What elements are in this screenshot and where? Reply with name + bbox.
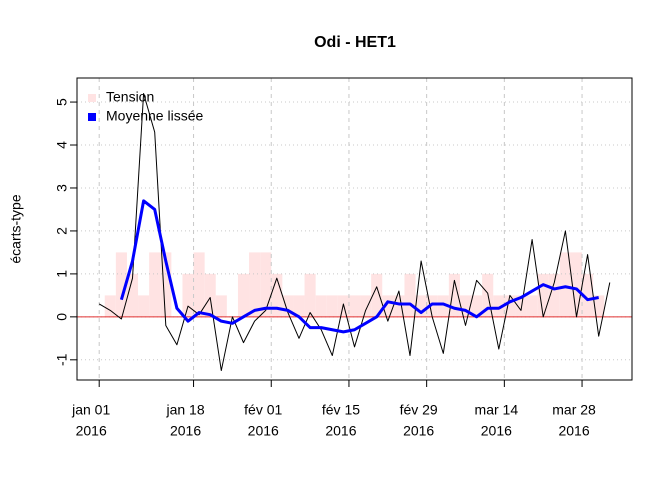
x-tick-label: 2016	[558, 423, 589, 439]
y-axis-label: écarts-type	[8, 194, 24, 263]
x-tick-label: jan 18	[165, 402, 204, 418]
legend-swatch	[88, 113, 96, 121]
bar	[593, 295, 605, 317]
line	[119, 199, 599, 334]
bar	[415, 295, 427, 317]
bar	[582, 273, 594, 317]
bar	[182, 273, 194, 317]
bar	[515, 295, 527, 317]
bar	[393, 295, 405, 317]
bar	[548, 273, 560, 317]
bar	[570, 252, 583, 317]
legend-label: Moyenne lissée	[106, 108, 203, 124]
bar	[315, 295, 327, 317]
x-tick-label: mar 14	[475, 402, 519, 418]
plot-frame	[76, 77, 633, 381]
x-tick-label: 2016	[76, 423, 107, 439]
bar	[493, 295, 505, 317]
bar	[282, 295, 294, 317]
bar	[526, 295, 538, 317]
bar	[293, 295, 305, 317]
y-tick-label: 5	[54, 98, 70, 106]
bar	[326, 295, 338, 317]
bar	[104, 295, 116, 317]
x-tick-label: mar 28	[552, 402, 596, 418]
bar	[559, 252, 571, 317]
x-tick-label: fév 15	[322, 402, 360, 418]
y-tick-label: 4	[54, 141, 70, 149]
x-tick-label: 2016	[170, 423, 201, 439]
x-tick-label: fév 01	[244, 402, 282, 418]
y-tick-label: 3	[54, 184, 70, 192]
bar	[237, 273, 250, 317]
bar	[271, 273, 283, 317]
bar	[160, 252, 172, 317]
bar	[193, 252, 205, 317]
bar	[537, 273, 549, 317]
bar	[437, 295, 449, 317]
bar	[448, 273, 460, 317]
x-tick-label: 2016	[248, 423, 279, 439]
bar	[404, 273, 416, 317]
x-tick-label: 2016	[403, 423, 434, 439]
bar	[371, 273, 383, 317]
x-tick-label: jan 01	[71, 402, 110, 418]
bar	[382, 295, 394, 317]
x-tick-label: 2016	[325, 423, 356, 439]
x-tick-label: fév 29	[400, 402, 438, 418]
x-tick-label: 2016	[481, 423, 512, 439]
y-tick-label: 1	[54, 270, 70, 278]
bar	[126, 273, 139, 317]
bar	[115, 252, 127, 317]
bar	[471, 295, 483, 317]
bar	[149, 252, 161, 317]
bar	[426, 295, 438, 317]
legend-label: Tension	[106, 89, 154, 105]
bar	[249, 252, 261, 317]
bar	[459, 295, 472, 317]
y-tick-label: 0	[54, 313, 70, 321]
bar	[360, 295, 372, 317]
bar	[504, 295, 516, 317]
legend-swatch	[88, 94, 96, 102]
y-tick-label: -1	[54, 353, 70, 366]
bar	[138, 295, 150, 317]
bar	[215, 295, 227, 317]
bar	[348, 295, 361, 317]
bar	[304, 273, 316, 317]
bar	[204, 273, 216, 317]
bar	[260, 252, 272, 317]
y-tick-label: 2	[54, 227, 70, 235]
chart-title: Odi - HET1	[314, 34, 396, 51]
